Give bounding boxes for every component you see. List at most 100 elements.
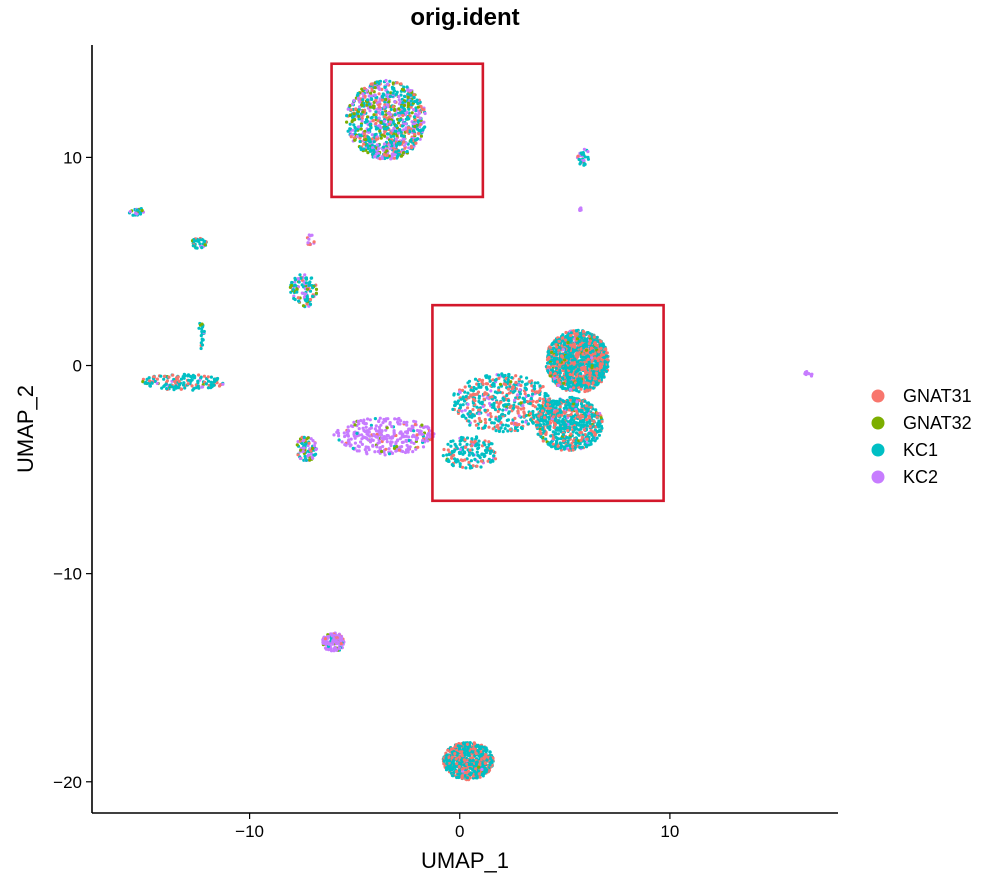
point-kc1 (554, 446, 558, 450)
point-kc1 (458, 772, 462, 776)
point-gnat31 (323, 637, 328, 641)
point-kc1 (600, 373, 605, 377)
point-kc1 (451, 407, 455, 411)
point-kc1 (493, 390, 497, 394)
point-kc1 (388, 79, 392, 83)
point-kc2 (418, 116, 422, 120)
point-kc2 (389, 113, 393, 117)
point-gnat31 (470, 756, 475, 760)
point-gnat31 (578, 342, 583, 346)
point-gnat32 (413, 124, 417, 129)
point-kc1 (489, 449, 494, 453)
point-kc1 (304, 276, 308, 280)
point-gnat32 (363, 129, 367, 133)
point-kc2 (382, 417, 386, 422)
point-kc1 (566, 400, 570, 404)
point-kc2 (408, 89, 412, 93)
point-gnat32 (406, 95, 410, 99)
point-kc2 (368, 434, 372, 438)
point-kc1 (584, 443, 589, 447)
point-kc1 (467, 762, 471, 767)
point-kc1 (452, 764, 456, 769)
point-gnat32 (402, 88, 406, 92)
point-kc1 (405, 85, 409, 89)
point-kc1 (483, 454, 487, 458)
point-kc1 (488, 418, 492, 422)
point-kc1 (536, 432, 540, 436)
point-kc1 (408, 130, 412, 134)
point-gnat31 (538, 397, 542, 401)
point-kc1 (542, 422, 546, 426)
point-kc1 (462, 414, 466, 418)
point-kc1 (452, 457, 457, 461)
point-kc1 (569, 339, 573, 343)
point-kc2 (415, 428, 420, 433)
point-kc1 (345, 114, 349, 118)
point-kc1 (471, 389, 475, 393)
point-gnat31 (477, 416, 481, 420)
point-kc1 (209, 380, 213, 384)
point-kc1 (596, 429, 600, 433)
point-kc1 (394, 129, 398, 133)
point-gnat31 (363, 94, 367, 98)
point-gnat31 (557, 348, 561, 352)
point-kc2 (309, 437, 313, 441)
point-kc2 (411, 433, 415, 437)
point-kc2 (350, 102, 355, 106)
point-gnat31 (481, 382, 485, 386)
point-kc1 (531, 413, 535, 417)
point-kc2 (414, 437, 419, 442)
point-kc2 (396, 420, 400, 424)
point-gnat32 (519, 401, 523, 405)
point-kc1 (524, 413, 528, 418)
point-kc1 (593, 439, 597, 443)
point-kc2 (357, 449, 361, 453)
point-kc1 (497, 429, 501, 433)
point-kc1 (588, 332, 592, 336)
point-kc1 (544, 399, 548, 403)
point-kc1 (563, 414, 567, 419)
point-kc2 (377, 116, 381, 120)
point-gnat31 (460, 774, 464, 778)
point-kc2 (346, 107, 350, 111)
point-gnat31 (453, 752, 457, 756)
point-kc1 (369, 126, 373, 130)
point-kc1 (312, 453, 316, 457)
point-gnat31 (516, 411, 520, 415)
point-gnat31 (569, 343, 573, 347)
point-kc2 (377, 425, 381, 429)
point-gnat32 (345, 120, 349, 124)
point-gnat32 (366, 151, 370, 155)
point-kc1 (488, 750, 492, 754)
point-kc1 (480, 745, 484, 749)
point-gnat32 (416, 105, 420, 109)
point-gnat31 (463, 458, 467, 462)
point-gnat32 (290, 283, 294, 288)
point-gnat31 (487, 440, 491, 444)
point-gnat31 (528, 380, 532, 384)
point-kc1 (556, 432, 561, 436)
point-kc2 (388, 436, 392, 440)
point-kc1 (385, 132, 390, 136)
point-gnat31 (589, 405, 593, 409)
point-kc1 (591, 386, 596, 390)
cluster-5 (441, 741, 495, 782)
point-kc1 (401, 101, 405, 105)
point-kc2 (359, 419, 363, 423)
point-kc1 (479, 752, 484, 757)
point-kc1 (366, 144, 370, 148)
point-gnat31 (474, 751, 478, 756)
point-kc1 (488, 451, 492, 455)
point-gnat31 (461, 754, 465, 758)
point-kc1 (445, 753, 449, 757)
point-kc2 (411, 426, 415, 430)
point-gnat31 (564, 338, 568, 342)
point-kc1 (595, 335, 599, 339)
point-kc1 (468, 741, 472, 745)
point-kc2 (389, 120, 393, 124)
point-gnat32 (389, 91, 393, 95)
point-kc1 (563, 364, 567, 368)
point-gnat31 (546, 406, 550, 410)
point-kc2 (374, 424, 378, 428)
point-kc2 (367, 94, 371, 98)
